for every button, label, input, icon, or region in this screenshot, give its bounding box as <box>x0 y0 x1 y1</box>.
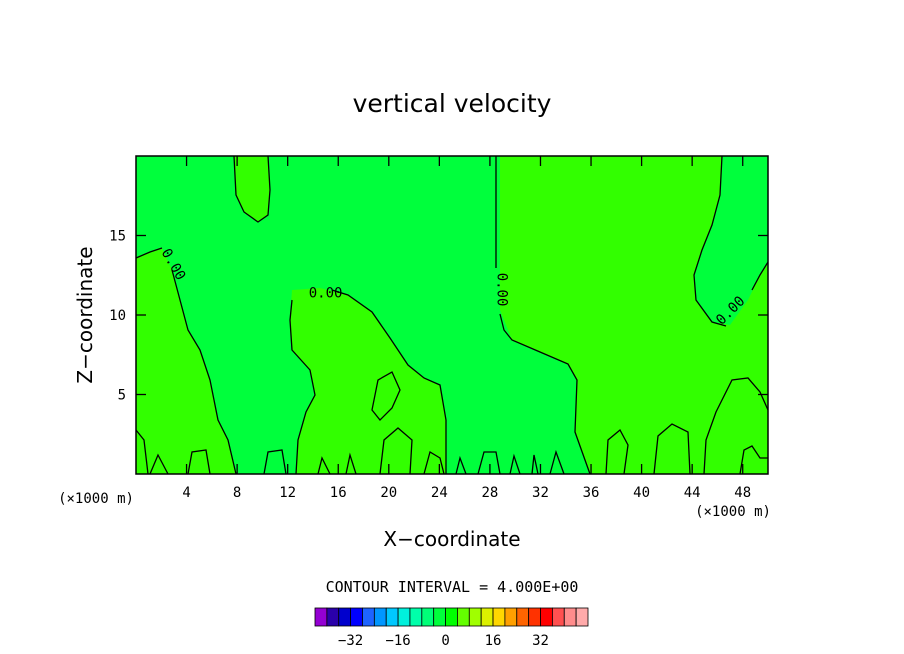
colorbar-swatch <box>326 607 340 627</box>
x-tick-label: 8 <box>233 485 241 501</box>
x-axis-label: X−coordinate <box>383 527 520 551</box>
contour-line <box>371 371 401 421</box>
contour-line <box>495 156 591 475</box>
contour-line <box>135 247 237 475</box>
colorbar-swatch <box>421 607 435 627</box>
contour-interval-text: CONTOUR INTERVAL = 4.000E+00 <box>326 578 579 596</box>
contour-lines <box>135 155 769 475</box>
x-tick-label: 40 <box>633 485 650 501</box>
contour-line <box>605 428 629 475</box>
colorbar-swatch <box>385 607 399 627</box>
contour-fill-region-left <box>136 248 236 474</box>
colorbar-tick-label: 32 <box>532 633 549 649</box>
x-tick-label: 24 <box>431 485 448 501</box>
colorbar-swatch <box>409 607 423 627</box>
plot-area: 0.000.00 0.000.00 4 8 12 16 20 24 28 32 36 40 44 485… <box>109 155 769 501</box>
colorbar-swatch <box>373 607 387 627</box>
y-axis-label: Z−coordinate <box>73 246 97 383</box>
colorbar-tick-label: −32 <box>338 633 363 649</box>
x-tick-label: 48 <box>734 485 751 501</box>
colorbar-swatch <box>314 607 328 627</box>
colorbar-swatch <box>563 607 577 627</box>
contour-line <box>693 155 769 327</box>
colorbar-tick-label: 16 <box>485 633 502 649</box>
x-tick-label: 16 <box>330 485 347 501</box>
colorbar: −32 −16 0 16 32 <box>314 607 589 649</box>
colorbar-swatch <box>575 607 589 627</box>
colorbar-swatch <box>540 607 553 627</box>
x-unit-label: (×1000 m) <box>695 504 771 520</box>
contour-line <box>423 451 501 475</box>
contour-fill-region-center <box>290 288 446 474</box>
colorbar-tick-label: −16 <box>385 633 410 649</box>
colorbar-tick-label: 0 <box>441 633 449 649</box>
colorbar-swatch <box>338 607 352 627</box>
contour-line <box>379 427 413 475</box>
colorbar-swatch <box>433 607 446 627</box>
x-tick-label: 20 <box>380 485 397 501</box>
contour-line <box>703 377 769 475</box>
x-tick-label: 32 <box>532 485 549 501</box>
colorbar-swatch <box>457 607 470 627</box>
y-tick-label: 15 <box>109 229 126 245</box>
contour-line <box>135 429 211 475</box>
contour-line <box>263 449 357 475</box>
colorbar-swatch <box>516 607 530 627</box>
x-tick-label: 44 <box>684 485 701 501</box>
contour-level-label: 0.00 <box>309 286 343 302</box>
colorbar-swatch <box>445 607 458 627</box>
y-tick-label: 10 <box>109 308 126 324</box>
contour-line <box>233 155 271 223</box>
x-tick-label: 28 <box>481 485 498 501</box>
x-tick-label: 4 <box>182 485 190 501</box>
colorbar-swatch <box>468 607 482 627</box>
colorbar-swatch <box>504 607 518 627</box>
colorbar-swatch <box>397 607 411 627</box>
contour-level-label: 0.00 <box>494 273 510 307</box>
colorbar-swatch <box>350 607 363 627</box>
contour-line <box>653 423 691 475</box>
colorbar-swatch <box>492 607 506 627</box>
y-unit-label: (×1000 m) <box>58 491 134 507</box>
contour-fill-region-top <box>234 156 270 222</box>
colorbar-swatch <box>551 607 565 627</box>
chart-title: vertical velocity <box>353 89 552 118</box>
y-tick-label: 5 <box>118 388 126 404</box>
contour-line <box>739 445 768 475</box>
contour-line <box>509 449 565 475</box>
x-tick-label: 12 <box>279 485 296 501</box>
colorbar-swatch <box>480 607 494 627</box>
colorbar-swatch <box>362 607 375 627</box>
x-tick-label: 36 <box>583 485 600 501</box>
contour-fill-region-right <box>500 156 768 474</box>
colorbar-swatch <box>528 607 541 627</box>
contour-line <box>289 289 447 475</box>
